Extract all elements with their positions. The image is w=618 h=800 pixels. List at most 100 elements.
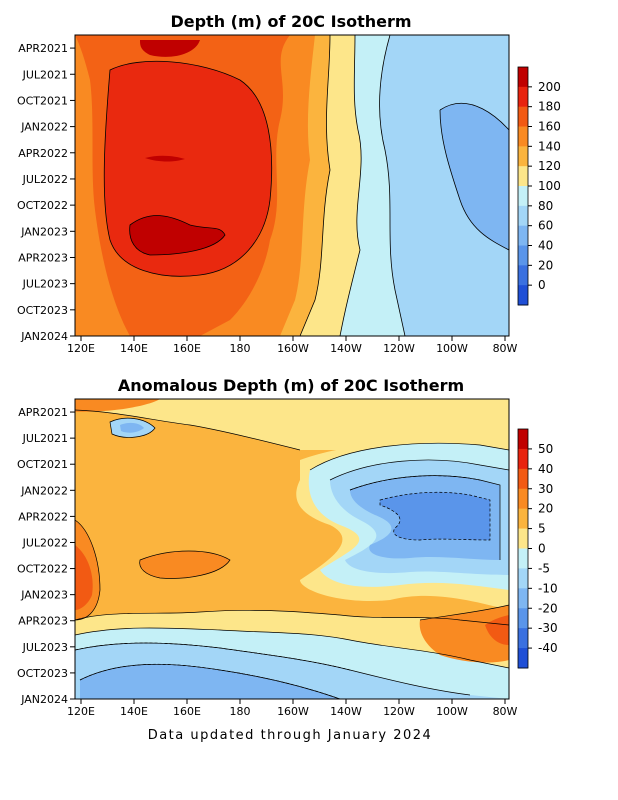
colorbar-label: 20 <box>538 258 553 272</box>
colorbar-label: 5 <box>538 522 546 536</box>
x-tick-label: 80W <box>493 705 518 718</box>
colorbar-swatch <box>518 245 528 266</box>
y-tick-label: OCT2022 <box>17 563 68 576</box>
y-tick-label: JUL2023 <box>22 278 68 291</box>
y-tick-label: APR2021 <box>18 42 68 55</box>
y-tick-label: JAN2023 <box>20 225 68 238</box>
y-tick-label: JUL2021 <box>22 432 68 445</box>
colorbar-label: 120 <box>538 159 561 173</box>
colorbar-swatch <box>518 588 528 609</box>
y-tick-label: JUL2022 <box>22 536 68 549</box>
colorbar-swatch <box>518 488 528 510</box>
colorbar-swatch <box>518 126 528 147</box>
x-tick-label: 140W <box>330 342 362 355</box>
y-tick-label: OCT2023 <box>17 667 68 680</box>
x-tick-label: 180 <box>230 705 251 718</box>
colorbar-swatch <box>518 146 528 167</box>
colorbar-label: 0 <box>538 542 546 556</box>
bottom-field <box>75 399 509 699</box>
x-tick-label: 160E <box>173 705 201 718</box>
y-tick-label: OCT2022 <box>17 199 68 212</box>
x-tick-label: 100W <box>436 342 468 355</box>
colorbar-swatch <box>518 448 528 470</box>
colorbar-swatch <box>518 628 528 649</box>
colorbar-swatch <box>518 186 528 207</box>
colorbar-label: 140 <box>538 139 561 153</box>
colorbar-swatch <box>518 225 528 246</box>
x-tick-label: 120W <box>383 342 415 355</box>
colorbar-label: 80 <box>538 199 553 213</box>
footer-note: Data updated through January 2024 <box>148 728 433 743</box>
top-y-axis: APR2021 JUL2021 OCT2021 JAN2022 APR2022 JUL20… <box>17 42 75 343</box>
x-tick-label: 160W <box>277 705 309 718</box>
colorbar-label: 50 <box>538 442 553 456</box>
colorbar-label: -20 <box>538 601 558 615</box>
y-tick-label: JAN2023 <box>20 589 68 602</box>
y-tick-label: JAN2022 <box>20 484 68 497</box>
colorbar-label: 100 <box>538 179 561 193</box>
colorbar-label: 0 <box>538 278 546 292</box>
x-tick-label: 120W <box>383 705 415 718</box>
colorbar-swatch <box>518 568 528 589</box>
colorbar-label: -40 <box>538 641 558 655</box>
top-chart-title: Depth (m) of 20C Isotherm <box>170 12 411 31</box>
colorbar-label: -10 <box>538 581 558 595</box>
x-tick-label: 80W <box>493 342 518 355</box>
x-tick-label: 100W <box>436 705 468 718</box>
x-tick-label: 140E <box>120 705 148 718</box>
colorbar-label: 20 <box>538 502 553 516</box>
colorbar-label: 30 <box>538 482 553 496</box>
x-tick-label: 140W <box>330 705 362 718</box>
colorbar-swatch <box>518 528 528 549</box>
bottom-y-axis: APR2021 JUL2021 OCT2021 JAN2022 APR2022 JUL20… <box>17 406 75 706</box>
colorbar-swatch <box>518 166 528 187</box>
colorbar-swatch <box>518 67 528 88</box>
colorbar-swatch <box>518 508 528 530</box>
colorbar-swatch <box>518 648 528 669</box>
colorbar-label: -30 <box>538 621 558 635</box>
y-tick-label: OCT2021 <box>17 458 68 471</box>
y-tick-label: APR2023 <box>18 251 68 264</box>
top-x-axis: 120E 140E 160E 180 160W 140W 120W 100W 80W <box>67 336 518 355</box>
colorbar-label: 200 <box>538 80 561 94</box>
colorbar-label: 40 <box>538 462 553 476</box>
colorbar-label: 180 <box>538 100 561 114</box>
colorbar-label: 40 <box>538 239 553 253</box>
bottom-panel: Anomalous Depth (m) of 20C Isotherm <box>17 376 558 718</box>
x-tick-label: 120E <box>67 705 95 718</box>
y-tick-label: APR2022 <box>18 510 68 523</box>
x-tick-label: 160W <box>277 342 309 355</box>
colorbar-label: -5 <box>538 561 550 575</box>
y-tick-label: APR2023 <box>18 615 68 628</box>
y-tick-label: JUL2021 <box>22 68 68 81</box>
y-tick-label: JAN2024 <box>20 693 68 706</box>
colorbar-label: 160 <box>538 120 561 134</box>
colorbar-swatch <box>518 468 528 490</box>
colorbar-swatch <box>518 205 528 227</box>
colorbar-label: 60 <box>538 219 553 233</box>
x-tick-label: 140E <box>120 342 148 355</box>
x-tick-label: 160E <box>173 342 201 355</box>
top-field <box>75 35 509 336</box>
colorbar-swatch <box>518 86 528 108</box>
y-tick-label: APR2021 <box>18 406 68 419</box>
top-panel: Depth (m) of 20C Isotherm <box>17 12 561 355</box>
y-tick-label: OCT2023 <box>17 304 68 317</box>
colorbar-swatch <box>518 265 528 286</box>
colorbar-swatch <box>518 608 528 629</box>
bottom-chart-title: Anomalous Depth (m) of 20C Isotherm <box>118 376 464 395</box>
y-tick-label: OCT2021 <box>17 94 68 107</box>
bottom-x-axis: 120E 140E 160E 180 160W 140W 120W 100W 80W <box>67 699 518 718</box>
x-tick-label: 120E <box>67 342 95 355</box>
colorbar-swatch <box>518 106 528 127</box>
y-tick-label: APR2022 <box>18 147 68 160</box>
y-tick-label: JUL2023 <box>22 641 68 654</box>
y-tick-label: JAN2024 <box>20 330 68 343</box>
y-tick-label: JAN2022 <box>20 121 68 134</box>
colorbar-swatch <box>518 429 528 450</box>
colorbar-swatch <box>518 285 528 306</box>
y-tick-label: JUL2022 <box>22 173 68 186</box>
